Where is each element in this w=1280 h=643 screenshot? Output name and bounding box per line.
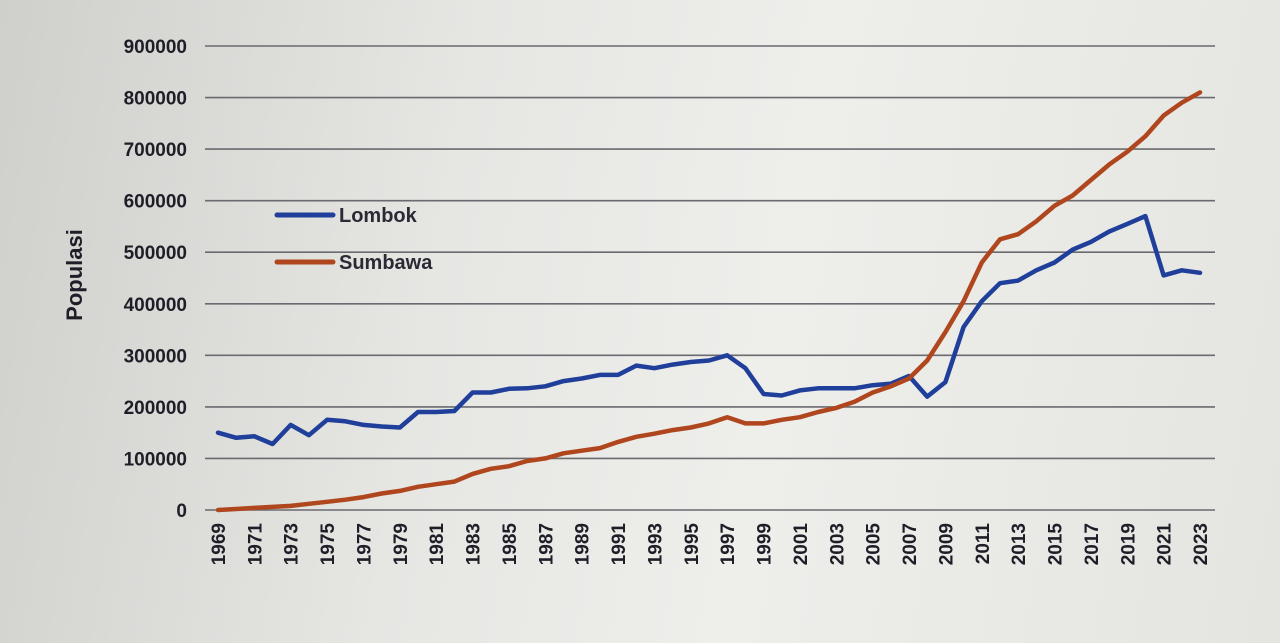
- x-tick-label: 1985: [500, 523, 521, 566]
- x-tick-label: 1969: [209, 523, 230, 565]
- x-tick-label: 1991: [609, 523, 630, 566]
- y-tick-label: 100000: [124, 449, 187, 470]
- x-tick-label: 2013: [1009, 523, 1030, 565]
- x-tick-label: 2001: [791, 523, 812, 566]
- x-tick-label: 2011: [973, 523, 994, 565]
- x-tick-label: 2009: [936, 523, 957, 565]
- x-tick-label: 1975: [318, 523, 339, 566]
- y-tick-label: 700000: [124, 140, 187, 161]
- x-tick-label: 1971: [245, 523, 266, 566]
- y-tick-label: 0: [176, 501, 187, 522]
- y-tick-label: 500000: [124, 243, 187, 264]
- x-tick-label: 1999: [755, 523, 776, 565]
- legend-label-sumbawa: Sumbawa: [339, 252, 433, 274]
- x-tick-label: 2003: [827, 523, 848, 565]
- x-tick-label: 2021: [1155, 523, 1176, 566]
- x-axis-tick-labels: 1969 1971 1973 1975 1977 1979 1981 1983 1985 1987…: [209, 523, 1212, 566]
- x-tick-label: 2023: [1191, 523, 1212, 565]
- x-tick-label: 1981: [427, 523, 448, 566]
- y-tick-label: 900000: [124, 37, 187, 58]
- y-axis-tick-labels: 0 100000 200000 300000 400000 500000 600000 700…: [124, 37, 187, 522]
- x-tick-label: 1987: [536, 523, 557, 565]
- legend-label-lombok: Lombok: [339, 205, 418, 227]
- x-tick-label: 1989: [573, 523, 594, 565]
- x-tick-label: 2017: [1082, 523, 1103, 565]
- legend: Lombok Sumbawa: [274, 205, 433, 274]
- y-axis-title: Populasi: [62, 229, 87, 321]
- series-layer: [215, 90, 1203, 513]
- y-tick-label: 600000: [124, 192, 187, 213]
- x-tick-label: 2015: [1046, 523, 1067, 566]
- x-tick-label: 2007: [900, 523, 921, 565]
- series-line-lombok: [215, 213, 1203, 447]
- gridlines: [205, 45, 1215, 511]
- x-tick-label: 1973: [282, 523, 303, 565]
- x-tick-label: 1995: [682, 523, 703, 566]
- x-tick-label: 1997: [718, 523, 739, 565]
- y-tick-label: 200000: [124, 398, 187, 419]
- y-tick-label: 800000: [124, 89, 187, 110]
- x-tick-label: 2019: [1118, 523, 1139, 565]
- y-tick-label: 400000: [124, 295, 187, 316]
- x-tick-label: 1979: [391, 523, 412, 565]
- x-tick-label: 1977: [354, 523, 375, 565]
- x-tick-label: 2005: [864, 523, 885, 566]
- y-tick-label: 300000: [124, 346, 187, 367]
- x-tick-label: 1983: [464, 523, 485, 565]
- x-tick-label: 1993: [645, 523, 666, 565]
- series-line-sumbawa: [215, 90, 1203, 513]
